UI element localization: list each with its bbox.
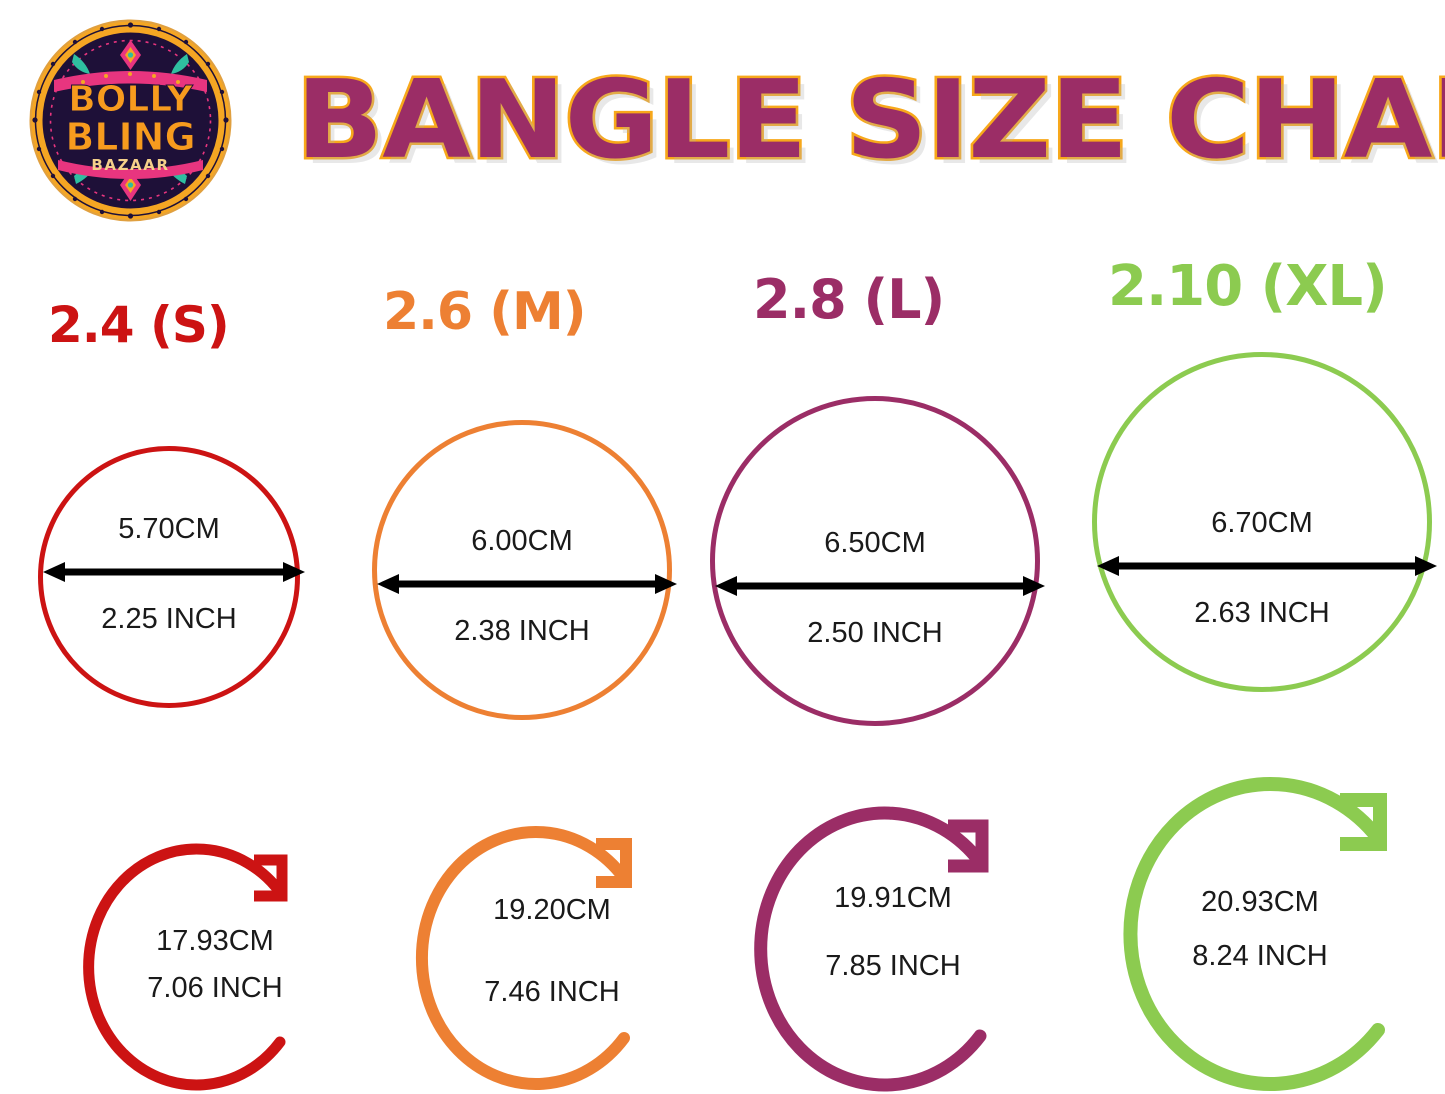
logo-artwork: BOLLY BLING BAZAAR [29,19,232,222]
diameter-cm-xl: 6.70CM [1211,507,1313,539]
circumference-inch-xl: 8.24 INCH [1192,940,1328,972]
diameter-cm-l: 6.50CM [824,527,926,559]
diameter-circle-l: 6.50CM 2.50 INCH [710,396,1045,726]
circular-rotate-arrow-icon [1123,777,1387,1091]
circumference-arrow-m [398,822,653,1094]
diameter-inch-s: 2.25 INCH [101,603,237,635]
diameter-circle-s: 5.70CM 2.25 INCH [38,446,305,708]
size-label-l: 2.8 (L) [753,268,945,331]
circumference-inch-l: 7.85 INCH [825,950,961,982]
circumference-cm-l: 19.91CM [834,882,952,914]
diameter-inch-xl: 2.63 INCH [1194,597,1330,629]
diameter-circle-m: 6.00CM 2.38 INCH [372,420,677,720]
bolly-bling-bazaar-logo: BOLLY BLING BAZAAR [28,18,233,223]
logo-text-bling: BLING [65,115,195,159]
size-label-s: 2.4 (S) [48,296,230,354]
circumference-cm-s: 17.93CM [156,925,274,957]
diameter-cm-m: 6.00CM [471,525,573,557]
circumference-arrow-l [736,804,1011,1094]
diameter-circle-xl: 6.70CM 2.63 INCH [1092,352,1437,692]
double-arrow-icon [43,559,305,585]
circular-rotate-arrow-icon [416,826,632,1090]
double-arrow-icon [715,573,1045,599]
diameter-inch-m: 2.38 INCH [454,615,590,647]
page-title: BANGLE SIZE CHART [293,56,1445,186]
page-header: BOLLY BLING BAZAAR BANGLE SIZE CHART [0,0,1445,250]
double-arrow-icon [377,571,677,597]
size-label-xl: 2.10 (XL) [1108,254,1388,319]
circumference-arrow-s [60,838,305,1094]
circumference-inch-s: 7.06 INCH [147,972,283,1004]
circular-rotate-arrow-icon [83,843,288,1091]
double-arrow-icon [1097,553,1437,579]
circumference-cm-m: 19.20CM [493,894,611,926]
logo-text-bolly: BOLLY [68,79,193,120]
logo-text-bazaar: BAZAAR [91,156,169,174]
diameter-inch-l: 2.50 INCH [807,617,943,649]
circumference-inch-m: 7.46 INCH [484,976,620,1008]
size-label-m: 2.6 (M) [383,282,586,342]
circumference-arrow-xl [1098,777,1413,1094]
circumference-cm-xl: 20.93CM [1201,886,1319,918]
circular-rotate-arrow-icon [754,806,989,1092]
diameter-cm-s: 5.70CM [118,513,220,545]
